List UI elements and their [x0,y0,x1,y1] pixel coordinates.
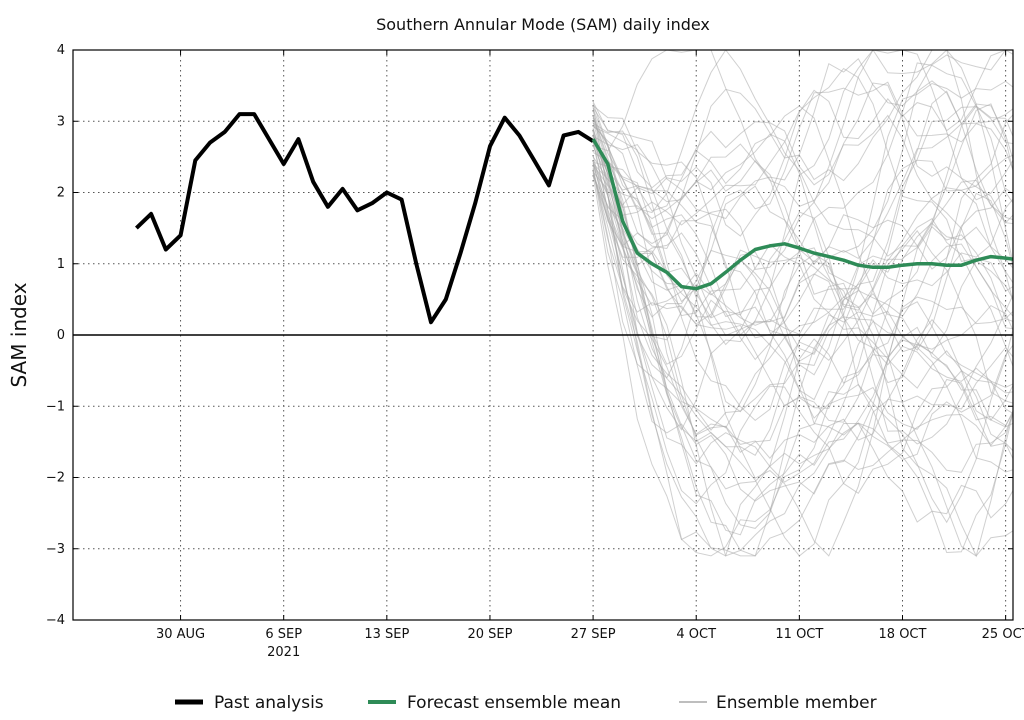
ensemble-member-line [592,67,1013,292]
ensemble-member-line [592,167,1013,459]
ensemble-member-line [592,108,1013,447]
ensemble-member-line [592,145,1013,445]
ensemble-member-line [592,101,1013,315]
ensemble-member-line [592,125,1013,401]
ensemble-member-line [592,106,1013,505]
ensemble-member-line [592,174,1013,557]
x-tick-label: 18 OCT [879,627,927,642]
ensemble-mean-line [591,138,1013,291]
ensemble-member-line [592,115,1013,529]
ensemble-members [592,50,1013,558]
ensemble-member-line [592,50,1013,304]
y-tick-label: 3 [57,114,65,129]
ensemble-member-line [592,50,1013,431]
x-tick-label: 6 SEP [265,627,302,642]
legend-label-mean: Forecast ensemble mean [407,693,621,713]
ensemble-member-line [592,50,1013,237]
legend-label-member: Ensemble member [716,693,877,713]
y-tick-label: −3 [46,542,65,557]
ensemble-member-line [592,90,1013,319]
ensemble-member-line [592,164,1013,473]
ensemble-member-line [592,105,1013,419]
y-tick-label: −1 [46,399,65,414]
axis-ticks: −4 −3 −2 −1 0 1 2 3 4 30 AUG 6 SEP 2021 13 SEP 20 SEP… [46,43,1024,660]
ensemble-member-line [592,128,1013,413]
ensemble-member-line [592,80,1013,366]
ensemble-member-line [592,103,1013,339]
ensemble-member-line [592,126,1013,270]
ensemble-member-line [592,123,1013,490]
ensemble-member-line [592,62,1013,337]
ensemble-member-line [592,164,1013,355]
y-axis-label: SAM index [7,282,31,387]
x-tick-label: 27 SEP [571,627,616,642]
ensemble-member-line [592,105,1013,353]
ensemble-member-line [592,168,1013,502]
y-tick-label: 0 [57,328,65,343]
ensemble-member-line [592,161,1013,557]
y-tick-label: −2 [46,471,65,486]
ensemble-member-line [592,103,1013,336]
x-tick-label: 20 SEP [467,627,512,642]
x-tick-label: 11 OCT [775,627,823,642]
x-tick-sublabel: 2021 [267,645,300,660]
ensemble-member-line [592,58,1013,303]
series-lines [135,112,1013,325]
past-analysis-line [135,112,595,325]
ensemble-member-line [592,128,1013,368]
ensemble-member-line [592,122,1013,422]
y-tick-label: 4 [57,43,65,58]
ensemble-member-line [592,50,1013,266]
ensemble-member-line [592,50,1013,257]
ensemble-member-line [592,135,1013,557]
legend-label-past: Past analysis [214,693,324,713]
ensemble-member-line [592,81,1013,379]
y-tick-label: −4 [46,613,65,628]
chart-title: Southern Annular Mode (SAM) daily index [376,15,710,34]
ensemble-member-line [592,136,1013,557]
ensemble-member-line [592,133,1013,557]
ensemble-member-line [592,117,1013,558]
x-tick-label: 30 AUG [156,627,205,642]
x-tick-label: 4 OCT [676,627,716,642]
ensemble-member-line [592,114,1013,318]
x-tick-label: 13 SEP [364,627,409,642]
ensemble-member-line [592,165,1013,460]
ensemble-member-line [592,171,1013,415]
ensemble-member-line [592,156,1013,483]
y-tick-label: 1 [57,257,65,272]
y-tick-label: 2 [57,186,65,201]
ensemble-member-line [592,175,1013,557]
x-tick-label: 25 OCT [982,627,1024,642]
ensemble-member-line [592,175,1013,557]
legend: Past analysis Forecast ensemble mean Ens… [175,693,877,713]
